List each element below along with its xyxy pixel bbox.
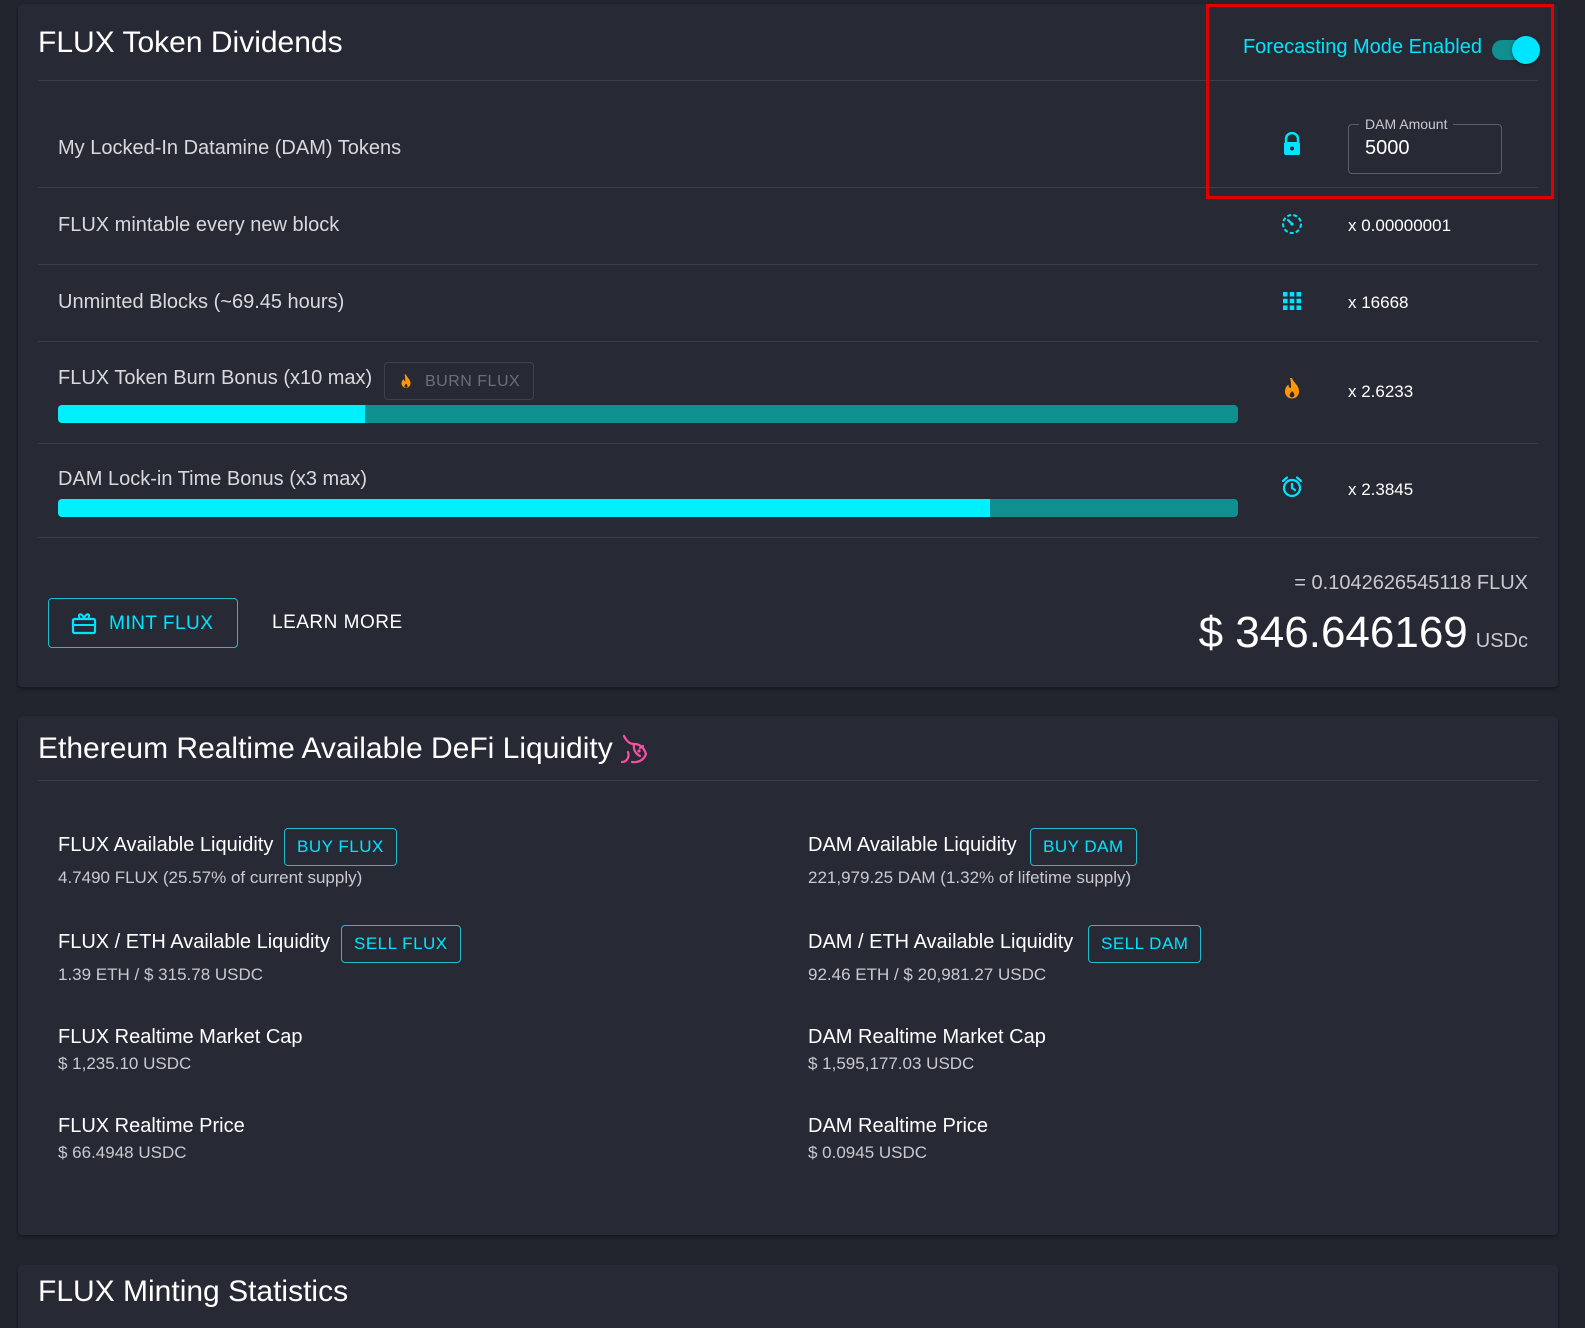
- flux-mcap-title: FLUX Realtime Market Cap: [58, 1026, 303, 1048]
- learn-more-button[interactable]: LEARN MORE: [258, 598, 417, 648]
- flux-available-title: FLUX Available Liquidity: [58, 834, 274, 856]
- divider: [38, 80, 1538, 81]
- usd-total: $ 346.646169 USDc: [1199, 608, 1528, 658]
- locked-tokens-label: My Locked-In Datamine (DAM) Tokens: [58, 137, 402, 159]
- flux-price-title: FLUX Realtime Price: [58, 1115, 245, 1137]
- forecast-mode-toggle[interactable]: [1492, 36, 1540, 64]
- flux-eth-value: 1.39 ETH / $ 315.78 USDC: [58, 965, 264, 984]
- grid-icon: [1283, 292, 1301, 310]
- flux-available-value: 4.7490 FLUX (25.57% of current supply): [58, 868, 363, 887]
- buy-dam-button[interactable]: BUY DAM: [1030, 828, 1137, 866]
- burn-bonus-value: x 2.6233: [1348, 382, 1414, 401]
- dam-amount-field[interactable]: DAM Amount: [1348, 116, 1502, 174]
- dam-mcap-title: DAM Realtime Market Cap: [808, 1026, 1046, 1048]
- forecast-mode-label: Forecasting Mode Enabled: [1242, 36, 1482, 58]
- dam-eth-value: 92.46 ETH / $ 20,981.27 USDC: [808, 965, 1047, 984]
- divider: [38, 264, 1538, 265]
- defi-liquidity-card: Ethereum Realtime Available DeFi Liquidi…: [18, 716, 1558, 1235]
- burn-flux-button[interactable]: BURN FLUX: [384, 362, 534, 400]
- divider: [38, 537, 1538, 538]
- minting-statistics-card: FLUX Minting Statistics: [18, 1265, 1558, 1328]
- unminted-blocks-label: Unminted Blocks (~69.45 hours): [58, 291, 345, 313]
- dam-mcap-value: $ 1,595,177.03 USDC: [808, 1054, 975, 1073]
- lockin-bonus-progress-fill: [58, 499, 991, 517]
- lockin-bonus-progress: [58, 499, 1238, 517]
- lockin-bonus-value: x 2.3845: [1348, 480, 1414, 499]
- flux-price-value: $ 66.4948 USDC: [58, 1143, 187, 1162]
- buy-flux-button[interactable]: BUY FLUX: [284, 828, 397, 866]
- dam-amount-input[interactable]: [1365, 137, 1485, 160]
- timer-icon: [1282, 214, 1302, 234]
- divider: [38, 187, 1538, 188]
- dam-eth-title: DAM / ETH Available Liquidity: [808, 931, 1074, 953]
- unminted-blocks-value: x 16668: [1348, 293, 1409, 312]
- minting-stats-title: FLUX Minting Statistics: [38, 1275, 349, 1308]
- uniswap-unicorn-icon: [620, 734, 648, 764]
- mintable-label: FLUX mintable every new block: [58, 214, 340, 236]
- mint-flux-button[interactable]: MINT FLUX: [48, 598, 238, 648]
- burn-bonus-progress-fill: [58, 405, 365, 423]
- usd-total-unit: USDc: [1475, 630, 1528, 652]
- dam-price-value: $ 0.0945 USDC: [808, 1143, 928, 1162]
- dam-available-value: 221,979.25 DAM (1.32% of lifetime supply…: [808, 868, 1132, 887]
- sell-dam-button[interactable]: SELL DAM: [1088, 925, 1202, 963]
- flux-total: = 0.1042626545118 FLUX: [1294, 572, 1528, 594]
- divider: [38, 341, 1538, 342]
- flux-dividends-card: FLUX Token Dividends Forecasting Mode En…: [18, 4, 1558, 687]
- dam-price-title: DAM Realtime Price: [808, 1115, 989, 1137]
- mint-flux-label: MINT FLUX: [109, 613, 214, 634]
- mintable-value: x 0.00000001: [1348, 216, 1452, 235]
- mint-icon: [71, 613, 97, 635]
- liquidity-title: Ethereum Realtime Available DeFi Liquidi…: [38, 732, 613, 765]
- flux-eth-title: FLUX / ETH Available Liquidity: [58, 931, 330, 953]
- burn-bonus-label: FLUX Token Burn Bonus (x10 max): [58, 367, 373, 389]
- alarm-icon: [1281, 476, 1303, 498]
- sell-flux-button[interactable]: SELL FLUX: [341, 925, 461, 963]
- burn-flux-label: BURN FLUX: [425, 373, 521, 390]
- dividends-title: FLUX Token Dividends: [38, 26, 343, 59]
- fire-icon: [1285, 378, 1299, 399]
- toggle-knob: [1512, 36, 1540, 64]
- lock-icon: [1284, 132, 1300, 155]
- usd-total-amount: $ 346.646169: [1198, 608, 1468, 657]
- dam-amount-label: DAM Amount: [1359, 116, 1454, 132]
- dam-available-title: DAM Available Liquidity: [808, 834, 1017, 856]
- flux-mcap-value: $ 1,235.10 USDC: [58, 1054, 192, 1073]
- divider: [38, 443, 1538, 444]
- lockin-bonus-label: DAM Lock-in Time Bonus (x3 max): [58, 468, 367, 490]
- fire-icon: [401, 374, 411, 388]
- divider: [38, 780, 1538, 781]
- burn-bonus-progress: [58, 405, 1238, 423]
